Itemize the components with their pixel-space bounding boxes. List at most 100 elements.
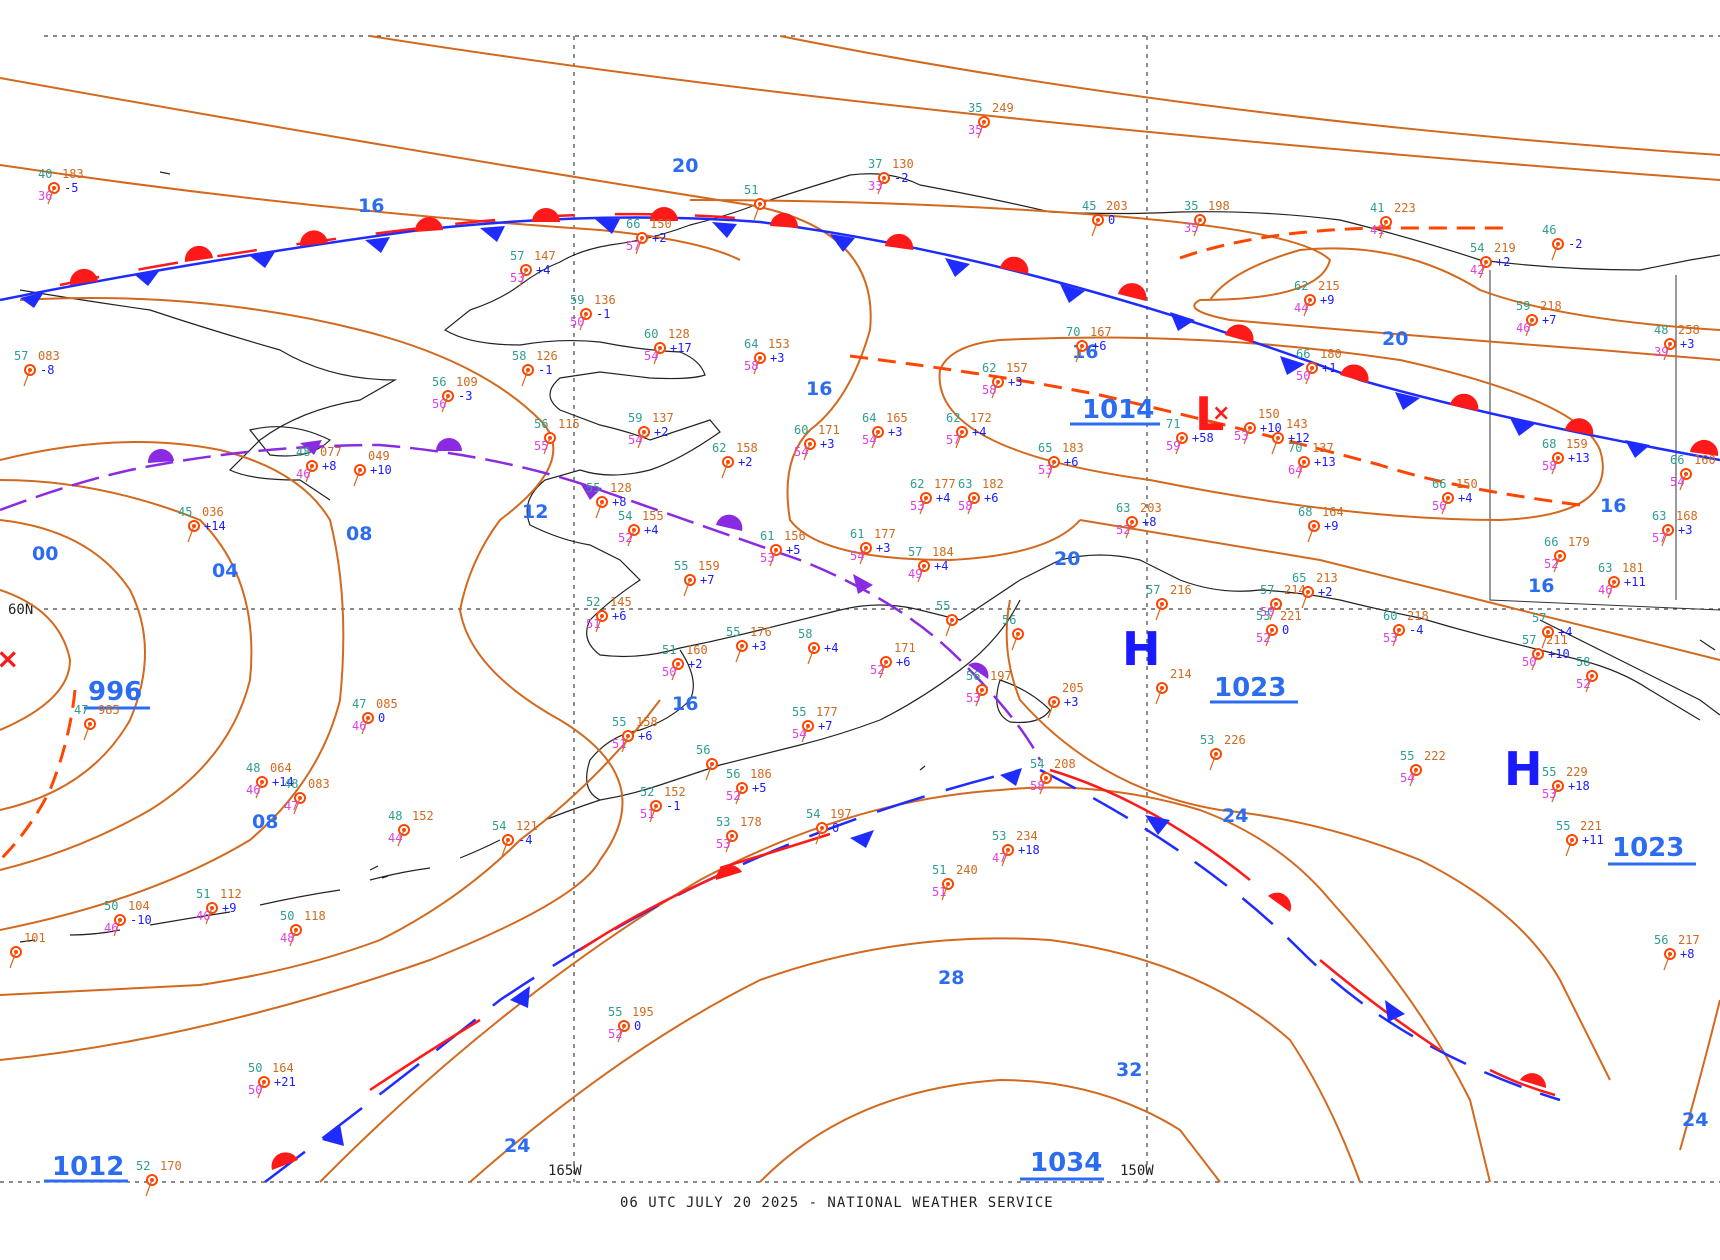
station-dewpoint: 44 — [1294, 301, 1308, 315]
station-pressure: 177 — [816, 705, 838, 719]
center-value: 1023 — [1214, 673, 1286, 703]
wind-barb — [1047, 461, 1055, 479]
station-pressure: 101 — [24, 931, 46, 945]
wind-barb — [1553, 555, 1561, 573]
station-dewpoint: 58 — [958, 499, 972, 513]
wind-barb — [1155, 687, 1163, 705]
station-model: 57 184 49 +4 — [908, 545, 954, 583]
isobar-label: 20 — [1382, 328, 1408, 350]
station-pressure: 083 — [308, 777, 330, 791]
station-pressure: 164 — [272, 1061, 294, 1075]
occluded-symbols — [147, 438, 989, 679]
station-dewpoint: 35 — [968, 123, 982, 137]
station-model: 150 53 +10 — [1234, 407, 1282, 445]
station-temperature: 63 — [1652, 509, 1666, 523]
alaska-northwest-coast — [443, 204, 1701, 721]
station-temperature: 56 — [966, 669, 980, 683]
station-dewpoint: 57 — [626, 239, 640, 253]
station-dewpoint: 53 — [966, 691, 980, 705]
station-dewpoint: 54 — [862, 433, 876, 447]
isobar-label: 20 — [1054, 548, 1080, 570]
station-pressure-tendency: 0 — [1108, 213, 1115, 227]
station-dewpoint: 50 — [248, 1083, 262, 1097]
station-dewpoint: 53 — [1542, 787, 1556, 801]
station-pressure: 214 — [1284, 583, 1306, 597]
aleutian-islands — [19, 839, 501, 943]
station-model: 64 153 58 +3 — [744, 337, 790, 375]
station-pressure-tendency: +4 — [824, 641, 838, 655]
isobar-label: 08 — [252, 811, 278, 833]
station-dewpoint: 54 — [1670, 475, 1684, 489]
station-pressure: 083 — [38, 349, 60, 363]
station-pressure-tendency: +14 — [272, 775, 294, 789]
station-dewpoint: 47 — [992, 851, 1006, 865]
station-dewpoint: 52 — [726, 789, 740, 803]
station-temperature: 54 — [618, 509, 632, 523]
station-pressure: 213 — [1316, 571, 1338, 585]
station-pressure-tendency: +6 — [612, 609, 626, 623]
station-pressure: 121 — [516, 819, 538, 833]
station-pressure: 181 — [1622, 561, 1644, 575]
wind-barb — [579, 313, 587, 331]
wind-barb — [1525, 319, 1533, 337]
station-model: 59 218 46 +7 — [1516, 299, 1562, 337]
station-temperature: 59 — [570, 293, 584, 307]
wind-barb — [635, 237, 643, 255]
station-temperature: 48 — [388, 809, 402, 823]
station-pressure: 183 — [62, 167, 84, 181]
station-model: 68 164+9 — [1298, 505, 1344, 543]
station-model: 46 -2 — [1542, 223, 1582, 261]
station-model: 60 128 54 +17 — [644, 327, 692, 365]
station-pressure: 152 — [412, 809, 434, 823]
station-pressure: 150 — [1258, 407, 1280, 421]
center-value: 1012 — [52, 1152, 124, 1182]
station-temperature: 57 — [1260, 583, 1274, 597]
station-pressure-tendency: +3 — [820, 437, 834, 451]
station-model: 58 126-1 — [512, 349, 558, 387]
station-pressure: 217 — [1678, 933, 1700, 947]
station-pressure: 158 — [736, 441, 758, 455]
station-dewpoint: 52 — [1576, 677, 1590, 691]
high-center-1023-east: H 1023 — [1504, 742, 1696, 866]
wind-barb — [145, 1179, 153, 1197]
station-model: 48 152 44 — [388, 809, 434, 847]
center-value: 1023 — [1612, 833, 1684, 863]
center-1012: 1012 — [44, 1152, 128, 1183]
station-temperature: 58 — [798, 627, 812, 641]
wind-barb — [1265, 629, 1273, 647]
station-temperature: 46 — [1542, 223, 1556, 237]
station-model: 57 214 50 — [1260, 583, 1306, 621]
station-model: 70 137 64 +13 — [1288, 441, 1336, 479]
station-pressure-tendency: +13 — [1314, 455, 1336, 469]
wind-barb — [1301, 591, 1309, 609]
wind-barb — [617, 1025, 625, 1043]
wind-barb — [1607, 581, 1615, 599]
wind-barb — [753, 203, 761, 221]
station-model: 55 221+11 — [1556, 819, 1604, 857]
station-pressure: 126 — [536, 349, 558, 363]
station-dewpoint: 54 — [850, 549, 864, 563]
station-pressure-tendency: +2 — [1318, 585, 1332, 599]
wind-barb — [1479, 261, 1487, 279]
wind-barb — [871, 431, 879, 449]
station-temperature: 61 — [760, 529, 774, 543]
wind-barb — [255, 781, 263, 799]
station-pressure: 109 — [456, 375, 478, 389]
wind-barb — [1663, 953, 1671, 971]
station-temperature: 37 — [868, 157, 882, 171]
wind-barb — [1269, 603, 1277, 621]
station-pressure: 184 — [932, 545, 954, 559]
wind-barb — [801, 725, 809, 743]
station-temperature: 60 — [1383, 609, 1397, 623]
station-pressure: 198 — [1208, 199, 1230, 213]
station-pressure: 249 — [992, 101, 1014, 115]
wind-barb — [919, 497, 927, 515]
wind-barb — [397, 829, 405, 847]
wind-barb — [705, 763, 713, 781]
wind-barb — [595, 615, 603, 633]
station-dewpoint: 36 — [38, 189, 52, 203]
station-pressure: 177 — [874, 527, 896, 541]
station-pressure-tendency: +58 — [1192, 431, 1214, 445]
